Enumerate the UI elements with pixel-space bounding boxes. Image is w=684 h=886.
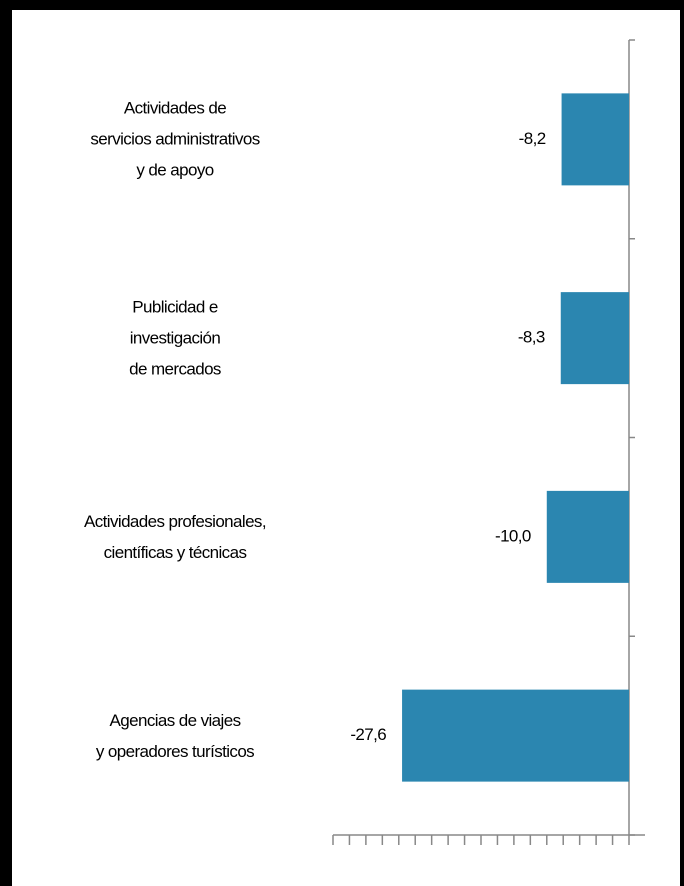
category-label: Publicidad e investigación de mercados xyxy=(129,297,221,379)
value-label: -8,2 xyxy=(519,129,546,148)
bar xyxy=(402,689,629,782)
value-label: -10,0 xyxy=(495,526,531,545)
category-label: Actividades de servicios administrativos… xyxy=(90,98,260,180)
category-label: Agencias de viajes y operadores turístic… xyxy=(95,710,255,761)
bar xyxy=(561,93,629,186)
bar xyxy=(546,490,629,583)
category-label: Actividades profesionales, científicas y… xyxy=(84,511,267,562)
bar xyxy=(560,292,629,385)
value-label: -27,6 xyxy=(350,725,386,744)
value-label: -8,3 xyxy=(518,328,545,347)
